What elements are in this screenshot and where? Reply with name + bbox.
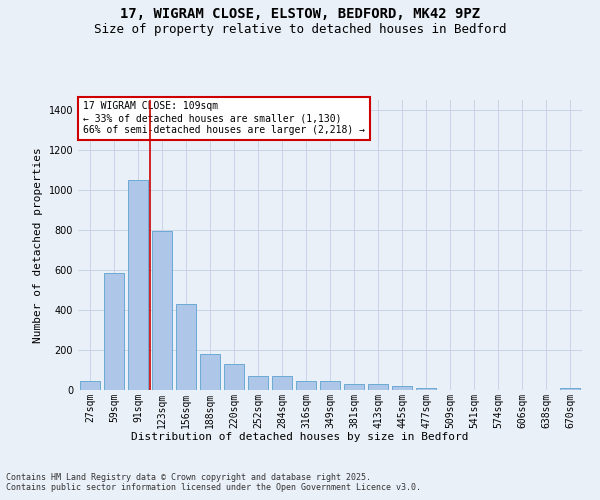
Bar <box>152 232 172 390</box>
Text: 17, WIGRAM CLOSE, ELSTOW, BEDFORD, MK42 9PZ: 17, WIGRAM CLOSE, ELSTOW, BEDFORD, MK42 … <box>120 8 480 22</box>
Bar <box>344 384 364 390</box>
Y-axis label: Number of detached properties: Number of detached properties <box>33 147 43 343</box>
Bar <box>368 384 388 390</box>
Bar <box>416 388 436 390</box>
Bar <box>176 304 196 390</box>
Text: Contains public sector information licensed under the Open Government Licence v3: Contains public sector information licen… <box>6 484 421 492</box>
Text: Size of property relative to detached houses in Bedford: Size of property relative to detached ho… <box>94 22 506 36</box>
Bar <box>392 386 412 390</box>
Bar <box>104 273 124 390</box>
Text: Contains HM Land Registry data © Crown copyright and database right 2025.: Contains HM Land Registry data © Crown c… <box>6 472 371 482</box>
Bar <box>200 354 220 390</box>
Bar <box>320 382 340 390</box>
Bar <box>80 381 100 390</box>
Bar <box>128 180 148 390</box>
Bar <box>272 376 292 390</box>
Bar <box>296 382 316 390</box>
Bar <box>224 364 244 390</box>
Bar <box>560 388 580 390</box>
Text: Distribution of detached houses by size in Bedford: Distribution of detached houses by size … <box>131 432 469 442</box>
Text: 17 WIGRAM CLOSE: 109sqm
← 33% of detached houses are smaller (1,130)
66% of semi: 17 WIGRAM CLOSE: 109sqm ← 33% of detache… <box>83 102 365 134</box>
Bar <box>248 376 268 390</box>
